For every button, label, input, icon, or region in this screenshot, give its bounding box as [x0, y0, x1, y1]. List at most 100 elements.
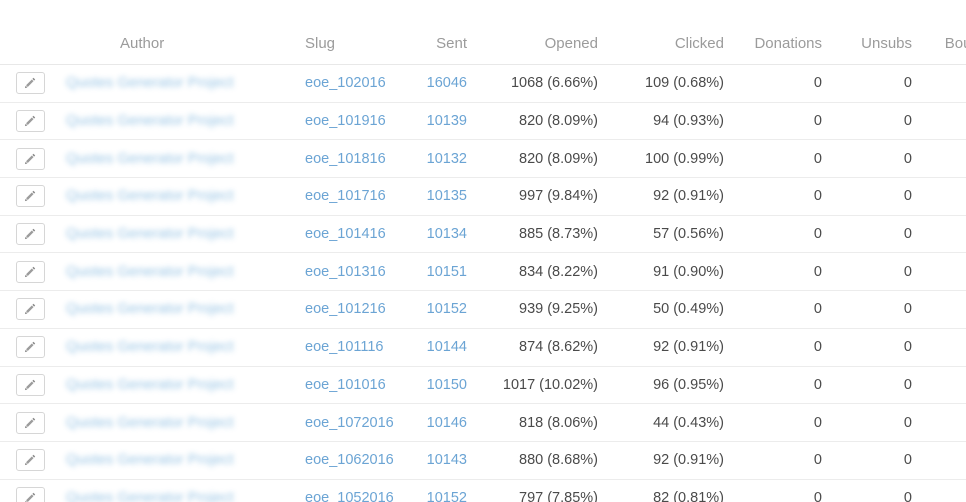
cell-clicked: 82 (0.81%) [614, 479, 740, 502]
sent-count-link[interactable]: 10152 [426, 301, 467, 318]
cell-unsubs: 0 [840, 441, 928, 480]
edit-campaign-button[interactable] [15, 185, 45, 208]
cell-opened: 797 (7.85%) [483, 479, 614, 502]
slug-link[interactable]: eoe_101116 [305, 339, 384, 356]
edit-campaign-button[interactable] [15, 486, 45, 502]
cell-author: Quotes Generator Project [60, 290, 305, 329]
slug-link[interactable]: eoe_101916 [305, 113, 386, 130]
cell-clicked: 94 (0.93%) [614, 102, 740, 141]
slug-link[interactable]: eoe_101216 [305, 301, 386, 318]
cell-bounced: 122 [928, 441, 966, 480]
author-name-redacted: Quotes Generator Project [66, 188, 234, 205]
sent-count-link[interactable]: 10134 [426, 226, 467, 243]
cell-slug: eoe_101316 [305, 252, 405, 292]
row-edit-cell [0, 139, 60, 179]
cell-bounced: 1154 [928, 479, 966, 502]
column-header-author[interactable]: Author [60, 0, 305, 65]
author-name-redacted: Quotes Generator Project [66, 113, 234, 130]
cell-donations: 0 [740, 479, 840, 502]
row-edit-cell [0, 479, 60, 502]
cell-unsubs: 0 [840, 177, 928, 216]
slug-link[interactable]: eoe_101016 [305, 376, 386, 393]
cell-sent: 10134 [405, 215, 483, 254]
slug-link[interactable]: eoe_102016 [305, 75, 386, 92]
cell-slug: eoe_101716 [305, 177, 405, 216]
cell-author: Quotes Generator Project [60, 139, 305, 179]
cell-sent: 16046 [405, 64, 483, 103]
row-edit-cell [0, 64, 60, 103]
cell-sent: 10152 [405, 290, 483, 329]
slug-link[interactable]: eoe_101416 [305, 226, 386, 243]
edit-campaign-button[interactable] [15, 373, 45, 396]
table-row: Quotes Generator Project eoe_101916 10139 8… [0, 102, 966, 141]
column-header-bounced[interactable]: Bounced [928, 0, 966, 65]
table-body: Quotes Generator Project eoe_102016 16046 1… [0, 64, 966, 502]
sent-count-link[interactable]: 10135 [426, 188, 467, 205]
column-header-clicked[interactable]: Clicked [614, 0, 740, 65]
sent-count-link[interactable]: 10150 [426, 376, 467, 393]
row-edit-cell [0, 403, 60, 442]
cell-bounced: 157 [928, 102, 966, 141]
sent-count-link[interactable]: 10146 [426, 414, 467, 431]
table-row: Quotes Generator Project eoe_1072016 10146… [0, 403, 966, 442]
slug-link[interactable]: eoe_1062016 [305, 452, 394, 469]
sent-count-link[interactable]: 10143 [426, 452, 467, 469]
cell-opened: 818 (8.06%) [483, 403, 614, 442]
sent-count-link[interactable]: 10152 [426, 489, 467, 502]
edit-campaign-button[interactable] [15, 110, 45, 133]
author-name-redacted: Quotes Generator Project [66, 226, 234, 243]
cell-sent: 10150 [405, 366, 483, 405]
cell-unsubs: 0 [840, 479, 928, 502]
slug-link[interactable]: eoe_101716 [305, 188, 386, 205]
slug-link[interactable]: eoe_1072016 [305, 414, 394, 431]
cell-unsubs: 0 [840, 290, 928, 329]
sent-count-link[interactable]: 10132 [426, 150, 467, 167]
column-header-sent[interactable]: Sent [405, 0, 483, 65]
column-header-unsubs[interactable]: Unsubs [840, 0, 928, 65]
slug-link[interactable]: eoe_1052016 [305, 489, 394, 502]
cell-unsubs: 0 [840, 328, 928, 367]
column-header-donations[interactable]: Donations [740, 0, 840, 65]
sent-count-link[interactable]: 16046 [426, 75, 467, 92]
cell-clicked: 50 (0.49%) [614, 290, 740, 329]
cell-author: Quotes Generator Project [60, 64, 305, 103]
slug-link[interactable]: eoe_101316 [305, 263, 386, 280]
edit-campaign-button[interactable] [15, 72, 45, 95]
cell-unsubs: 0 [840, 366, 928, 405]
cell-bounced: 120 [928, 403, 966, 442]
cell-author: Quotes Generator Project [60, 441, 305, 480]
table-header: Author Slug Sent Opened Clicked Donation… [0, 0, 966, 65]
cell-donations: 0 [740, 366, 840, 405]
edit-campaign-button[interactable] [15, 223, 45, 246]
cell-unsubs: 0 [840, 139, 928, 179]
table-row: Quotes Generator Project eoe_102016 16046 1… [0, 64, 966, 103]
cell-sent: 10152 [405, 479, 483, 502]
edit-campaign-button[interactable] [15, 411, 45, 434]
cell-bounced: 896 [928, 64, 966, 103]
edit-campaign-button[interactable] [15, 298, 45, 321]
edit-campaign-button[interactable] [15, 260, 45, 283]
row-edit-cell [0, 290, 60, 329]
edit-campaign-button[interactable] [15, 336, 45, 359]
cell-donations: 0 [740, 139, 840, 179]
cell-sent: 10144 [405, 328, 483, 367]
sent-count-link[interactable]: 10144 [426, 339, 467, 356]
cell-slug: eoe_101216 [305, 290, 405, 329]
sent-count-link[interactable]: 10151 [426, 263, 467, 280]
edit-campaign-button[interactable] [15, 449, 45, 472]
cell-clicked: 109 (0.68%) [614, 64, 740, 103]
edit-campaign-button[interactable] [15, 147, 45, 170]
table-row: Quotes Generator Project eoe_101116 10144 8… [0, 328, 966, 367]
cell-opened: 820 (8.09%) [483, 102, 614, 141]
cell-sent: 10146 [405, 403, 483, 442]
column-header-slug[interactable]: Slug [305, 0, 405, 65]
slug-link[interactable]: eoe_101816 [305, 150, 386, 167]
cell-author: Quotes Generator Project [60, 102, 305, 141]
row-edit-cell [0, 328, 60, 367]
sent-count-link[interactable]: 10139 [426, 113, 467, 130]
column-header-opened[interactable]: Opened [483, 0, 614, 65]
row-edit-cell [0, 441, 60, 480]
cell-bounced: 126 [928, 328, 966, 367]
